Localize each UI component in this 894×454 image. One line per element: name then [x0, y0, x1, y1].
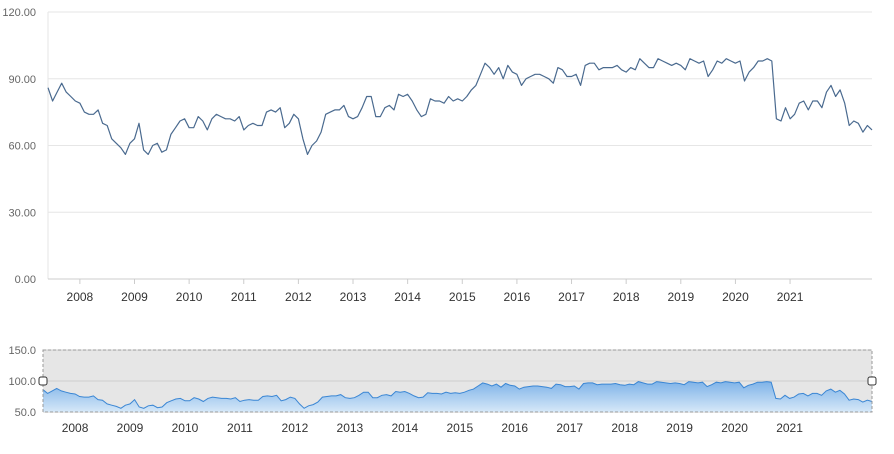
x-tick-label: 2012	[285, 290, 312, 304]
y-tick-label: 60.00	[8, 141, 36, 153]
navigator[interactable]: 50.0 100.0 150.0 2008 2009 2010 2011 2012 2013 20…	[8, 345, 877, 435]
x-tick-label: 2019	[667, 290, 694, 304]
x-tick-label: 2017	[558, 290, 585, 304]
nav-x-tick-label: 2009	[117, 421, 144, 435]
y-tick-label: 0.00	[15, 274, 36, 286]
x-tick-label: 2021	[777, 290, 804, 304]
x-tick-label: 2010	[176, 290, 203, 304]
nav-x-tick-label: 2008	[62, 421, 89, 435]
y-tick-label: 30.00	[8, 207, 36, 219]
nav-y-tick-label: 150.0	[8, 345, 36, 357]
nav-x-tick-label: 2018	[611, 421, 638, 435]
nav-x-tick-label: 2010	[172, 421, 199, 435]
x-tick-label: 2008	[67, 290, 94, 304]
nav-x-tick-label: 2021	[776, 421, 803, 435]
nav-y-tick-label: 50.0	[15, 407, 36, 419]
y-tick-label: 90.00	[8, 74, 36, 86]
nav-x-tick-label: 2015	[446, 421, 473, 435]
series-line	[47, 58, 873, 155]
nav-x-tick-label: 2017	[556, 421, 583, 435]
nav-y-tick-label: 100.0	[8, 376, 36, 388]
x-tick-label: 2013	[340, 290, 367, 304]
nav-x-tick-label: 2014	[391, 421, 418, 435]
nav-x-tick-label: 2013	[337, 421, 364, 435]
main-plot: 0.00 30.00 60.00 90.00 120.00 2008 2009 2010 201…	[2, 7, 873, 304]
nav-x-tick-label: 2019	[666, 421, 693, 435]
nav-x-tick-label: 2016	[501, 421, 528, 435]
x-tick-label: 2020	[722, 290, 749, 304]
nav-x-tick-label: 2020	[721, 421, 748, 435]
x-tick-label: 2015	[449, 290, 476, 304]
x-tick-label: 2009	[121, 290, 148, 304]
navigator-left-handle[interactable]	[38, 376, 48, 386]
nav-x-tick-label: 2011	[227, 421, 253, 435]
x-tick-label: 2014	[394, 290, 421, 304]
nav-line	[42, 381, 873, 409]
navigator-right-handle[interactable]	[867, 376, 877, 386]
x-tick-label: 2016	[504, 290, 531, 304]
x-tick-label: 2011	[231, 290, 257, 304]
y-tick-label: 120.00	[2, 7, 36, 19]
nav-area	[43, 381, 872, 412]
x-tick-label: 2018	[613, 290, 640, 304]
nav-x-tick-label: 2012	[282, 421, 309, 435]
